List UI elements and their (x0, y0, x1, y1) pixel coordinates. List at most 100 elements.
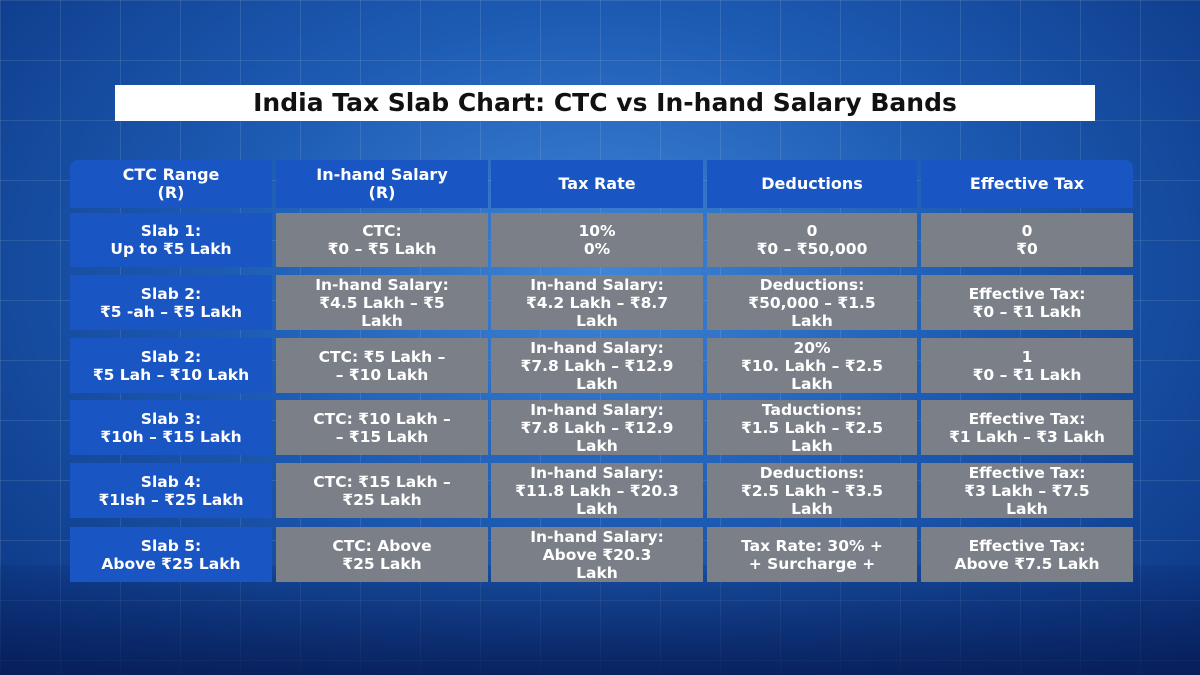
cell-text: ₹1 Lakh – ₹3 Lakh (949, 427, 1105, 446)
cell-text: Deductions: (759, 275, 865, 294)
cell-text: Effective Tax (969, 174, 1085, 193)
cell-text: 10% (578, 222, 616, 240)
table-cell: Effective Tax: ₹0 – ₹1 Lakh (921, 275, 1133, 330)
table-cell: Slab 1: Up to ₹5 Lakh (70, 213, 272, 267)
cell-text: ₹7.8 Lakh – ₹12.9 (520, 356, 674, 375)
header-cell: In-hand Salary (R) (276, 160, 488, 208)
cell-text: ₹25 Lakh (342, 490, 422, 509)
cell-text: ₹0 (1016, 240, 1038, 258)
cell-text: 0% (583, 240, 611, 258)
cell-text: ₹2.5 Lakh – ₹3.5 (740, 481, 884, 500)
header-cell: Deductions (707, 160, 917, 208)
cell-text: CTC Range (122, 165, 220, 184)
cell-text: ₹5 -ah – ₹5 Lakh (99, 302, 243, 321)
table-cell: In-hand Salary: ₹7.8 Lakh – ₹12.9 Lakh (491, 338, 703, 393)
header-cell: Effective Tax (921, 160, 1133, 208)
cell-text: Taductions: (761, 400, 863, 419)
cell-text: Tax Rate: 30% + (741, 536, 883, 555)
cell-text: Above ₹7.5 Lakh (954, 554, 1100, 573)
cell-text: ₹7.8 Lakh – ₹12.9 (520, 418, 674, 437)
cell-text: Lakh (791, 311, 833, 330)
cell-text: – ₹10 Lakh (335, 365, 429, 384)
cell-text: In-hand Salary: (530, 338, 664, 357)
cell-text: CTC: ₹10 Lakh – (313, 409, 451, 428)
cell-text: Slab 3: (140, 409, 202, 428)
cell-text: ₹10h – ₹15 Lakh (100, 427, 242, 446)
table-cell: Taductions: ₹1.5 Lakh – ₹2.5 Lakh (707, 400, 917, 455)
cell-text: 1 (1021, 347, 1033, 366)
cell-text: Effective Tax: (968, 536, 1086, 555)
cell-text: Above ₹20.3 (542, 545, 652, 564)
cell-text: Slab 4: (140, 472, 202, 491)
cell-text: Effective Tax: (968, 463, 1086, 482)
cell-text: Effective Tax: (968, 284, 1086, 303)
cell-text: ₹11.8 Lakh – ₹20.3 (515, 481, 679, 500)
cell-text: Slab 5: (140, 536, 202, 555)
table-cell: CTC: ₹15 Lakh – ₹25 Lakh (276, 463, 488, 518)
cell-text: In-hand Salary: (530, 275, 664, 294)
table-cell: In-hand Salary: ₹11.8 Lakh – ₹20.3 Lakh (491, 463, 703, 518)
cell-text: + Surcharge + (748, 554, 876, 573)
cell-text: Deductions (761, 174, 863, 193)
cell-text: CTC: (362, 222, 402, 240)
cell-text: ₹0 – ₹1 Lakh (972, 302, 1082, 321)
cell-text: ₹0 – ₹5 Lakh (327, 240, 437, 258)
cell-text: (R) (368, 183, 396, 202)
table-cell: CTC: ₹10 Lakh – – ₹15 Lakh (276, 400, 488, 455)
cell-text: CTC: ₹5 Lakh – (318, 347, 446, 366)
cell-text: ₹0 – ₹50,000 (756, 240, 868, 258)
cell-text: In-hand Salary: (315, 275, 449, 294)
cell-text: Deductions: (759, 463, 865, 482)
table-cell: Effective Tax: ₹1 Lakh – ₹3 Lakh (921, 400, 1133, 455)
cell-text: Lakh (576, 563, 618, 582)
table-cell: In-hand Salary: Above ₹20.3 Lakh (491, 527, 703, 582)
table-cell: Effective Tax: ₹3 Lakh – ₹7.5 Lakh (921, 463, 1133, 518)
cell-text: CTC: Above (332, 536, 432, 555)
cell-text: In-hand Salary: (530, 527, 664, 546)
cell-text: Slab 2: (140, 284, 202, 303)
cell-text: Lakh (576, 374, 618, 393)
cell-text: Slab 2: (140, 347, 202, 366)
table-cell: Slab 3: ₹10h – ₹15 Lakh (70, 400, 272, 455)
cell-text: Up to ₹5 Lakh (110, 240, 232, 258)
cell-text: ₹1lsh – ₹25 Lakh (98, 490, 244, 509)
cell-text: ₹10. Lakh – ₹2.5 (740, 356, 884, 375)
cell-text: 20% (793, 338, 831, 357)
cell-text: ₹50,000 – ₹1.5 (748, 293, 876, 312)
table-cell: CTC: Above ₹25 Lakh (276, 527, 488, 582)
table-cell: Slab 4: ₹1lsh – ₹25 Lakh (70, 463, 272, 518)
table-cell: CTC: ₹5 Lakh – – ₹10 Lakh (276, 338, 488, 393)
table-cell: 1 ₹0 – ₹1 Lakh (921, 338, 1133, 393)
cell-text: Lakh (1006, 499, 1048, 518)
cell-text: Lakh (361, 311, 403, 330)
table-cell: 20% ₹10. Lakh – ₹2.5 Lakh (707, 338, 917, 393)
cell-text: Slab 1: (140, 222, 202, 240)
cell-text: Above ₹25 Lakh (101, 554, 241, 573)
table-cell: Slab 2: ₹5 -ah – ₹5 Lakh (70, 275, 272, 330)
cell-text: Effective Tax: (968, 409, 1086, 428)
cell-text: Lakh (576, 311, 618, 330)
cell-text: ₹4.5 Lakh – ₹5 (319, 293, 445, 312)
table-cell: In-hand Salary: ₹4.5 Lakh – ₹5 Lakh (276, 275, 488, 330)
table-cell: Slab 5: Above ₹25 Lakh (70, 527, 272, 582)
cell-text: Lakh (576, 499, 618, 518)
table-cell: 0 ₹0 – ₹50,000 (707, 213, 917, 267)
cell-text: ₹25 Lakh (342, 554, 422, 573)
table-cell: 10% 0% (491, 213, 703, 267)
table-cell: 0 ₹0 (921, 213, 1133, 267)
header-cell: CTC Range (R) (70, 160, 272, 208)
cell-text: Lakh (791, 374, 833, 393)
cell-text: Tax Rate (558, 174, 636, 193)
table-cell: In-hand Salary: ₹7.8 Lakh – ₹12.9 Lakh (491, 400, 703, 455)
table-cell: Tax Rate: 30% + + Surcharge + (707, 527, 917, 582)
cell-text: CTC: ₹15 Lakh – (313, 472, 451, 491)
cell-text: Lakh (791, 499, 833, 518)
header-cell: Tax Rate (491, 160, 703, 208)
cell-text: In-hand Salary (316, 165, 448, 184)
background-floor (0, 565, 1200, 675)
cell-text: In-hand Salary: (530, 400, 664, 419)
table-cell: Effective Tax: Above ₹7.5 Lakh (921, 527, 1133, 582)
cell-text: ₹5 Lah – ₹10 Lakh (92, 365, 250, 384)
cell-text: ₹3 Lakh – ₹7.5 (964, 481, 1090, 500)
